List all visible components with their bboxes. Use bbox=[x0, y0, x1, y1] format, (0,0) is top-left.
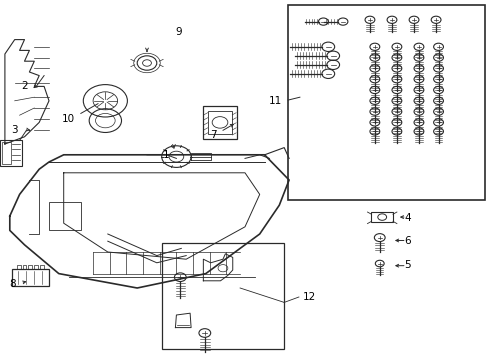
Text: 8: 8 bbox=[9, 279, 16, 289]
Bar bbox=[0, 140, 22, 166]
Text: 6: 6 bbox=[404, 236, 411, 246]
Text: 11: 11 bbox=[269, 96, 282, 106]
Bar bbox=[162, 243, 284, 349]
Bar bbox=[49, 202, 81, 230]
Bar bbox=[288, 5, 485, 200]
Text: 10: 10 bbox=[62, 114, 75, 124]
Text: 1: 1 bbox=[163, 150, 170, 160]
Bar bbox=[2, 142, 11, 164]
Bar bbox=[208, 111, 232, 134]
Text: 9: 9 bbox=[175, 27, 182, 37]
Text: 12: 12 bbox=[303, 292, 317, 302]
Text: 5: 5 bbox=[404, 260, 411, 270]
Bar bbox=[12, 269, 49, 286]
Text: 3: 3 bbox=[11, 125, 18, 135]
Bar bbox=[371, 212, 393, 222]
Text: 2: 2 bbox=[21, 81, 28, 91]
Text: 7: 7 bbox=[210, 130, 217, 140]
Bar bbox=[203, 106, 237, 139]
Text: 4: 4 bbox=[404, 213, 411, 223]
